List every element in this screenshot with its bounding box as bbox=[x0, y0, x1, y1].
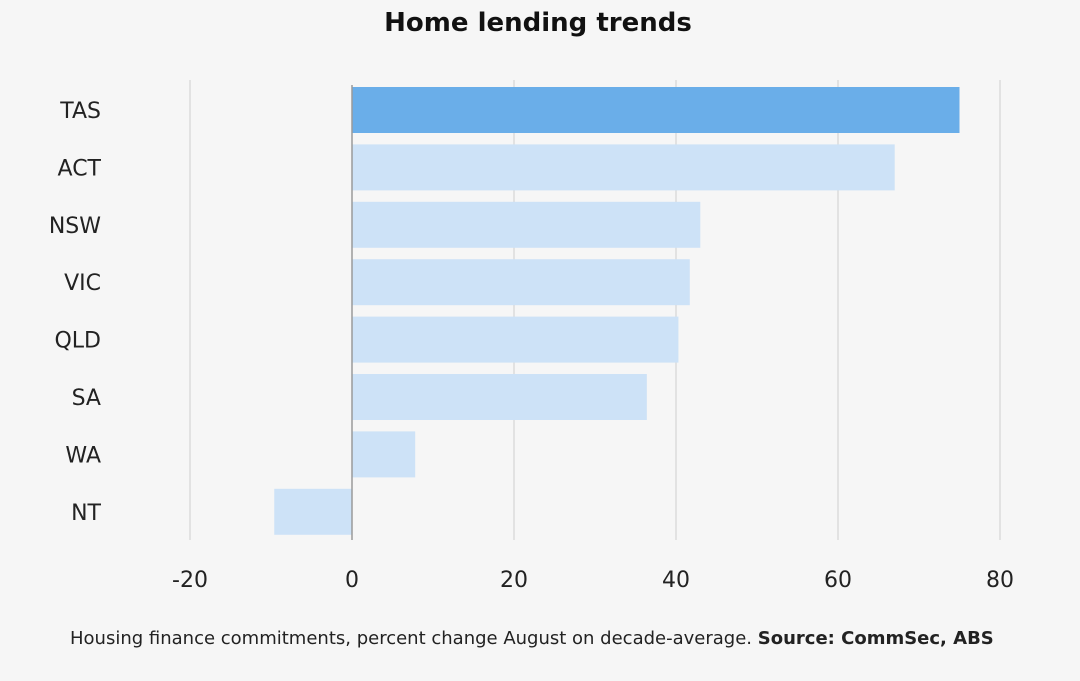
bar-wa bbox=[352, 431, 416, 478]
bar-nt bbox=[274, 488, 352, 535]
category-label: TAS bbox=[59, 99, 101, 124]
tick-label: 0 bbox=[345, 568, 359, 593]
bar-sa bbox=[352, 374, 647, 420]
caption-source: Source: CommSec, ABS bbox=[757, 628, 994, 649]
category-label: VIC bbox=[64, 271, 101, 296]
bar-chart: TAS ACT NSW VIC QLD SA WA NT -20 0 20 40 60 80 bbox=[49, 80, 1014, 593]
bar-tas bbox=[352, 87, 960, 133]
tick-label: -20 bbox=[172, 568, 208, 593]
bar-act bbox=[352, 144, 895, 191]
bar-qld bbox=[352, 316, 679, 363]
tick-labels: -20 0 20 40 60 80 bbox=[172, 568, 1014, 593]
bar-nsw bbox=[352, 201, 701, 248]
category-label: ACT bbox=[58, 156, 102, 181]
category-label: WA bbox=[65, 443, 101, 468]
category-label: NSW bbox=[49, 214, 101, 239]
category-label: SA bbox=[72, 386, 101, 411]
bar-layer bbox=[274, 87, 960, 535]
category-label: QLD bbox=[54, 329, 101, 354]
tick-label: 20 bbox=[500, 568, 528, 593]
tick-label: 40 bbox=[662, 568, 690, 593]
category-labels: TAS ACT NSW VIC QLD SA WA NT bbox=[49, 99, 102, 526]
tick-label: 80 bbox=[986, 568, 1014, 593]
bar-vic bbox=[352, 259, 690, 306]
caption: Housing finance commitments, percent cha… bbox=[70, 628, 994, 649]
caption-text: Housing finance commitments, percent cha… bbox=[70, 628, 753, 649]
category-label: NT bbox=[71, 501, 101, 526]
chart-title: Home lending trends bbox=[384, 8, 692, 38]
tick-label: 60 bbox=[824, 568, 852, 593]
